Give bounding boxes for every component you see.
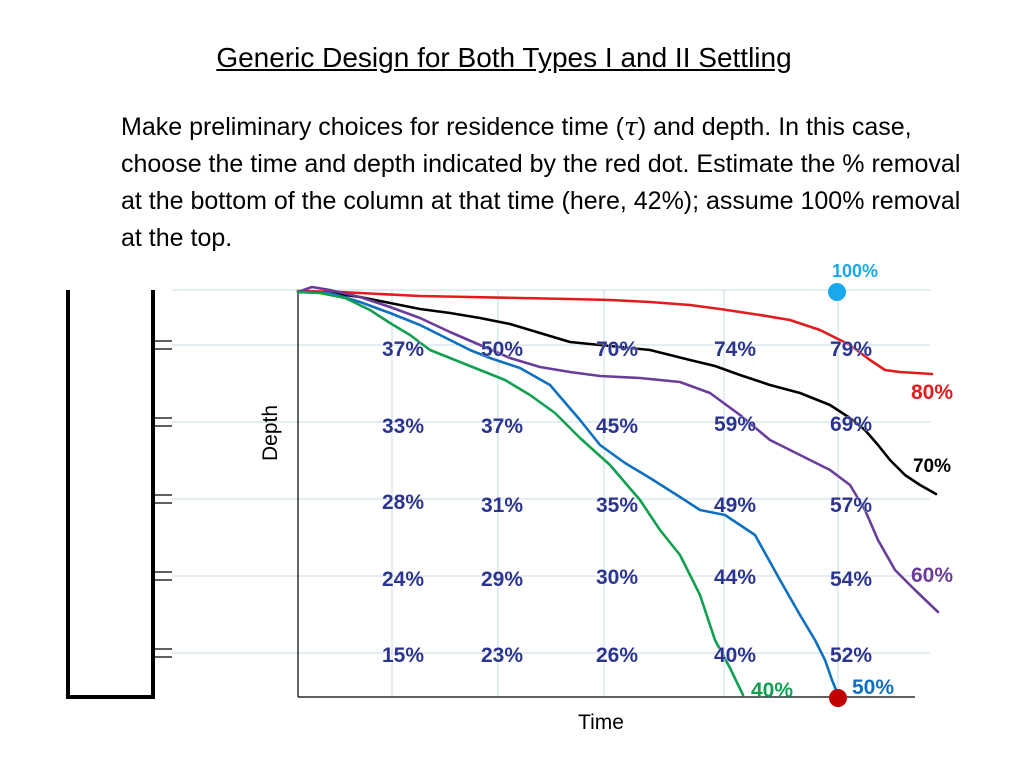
- grid-value: 37%: [481, 415, 523, 438]
- grid-value: 57%: [830, 494, 872, 517]
- grid-value: 70%: [596, 338, 638, 361]
- x-axis-label: Time: [578, 711, 624, 734]
- curve-40: [296, 290, 745, 697]
- grid-value: 44%: [714, 566, 756, 589]
- tau-symbol: τ: [623, 112, 638, 141]
- curve-labels: 100% 80% 70% 60% 50% 40%: [751, 261, 953, 702]
- grid-value: 26%: [596, 644, 638, 667]
- grid-value: 79%: [830, 338, 872, 361]
- grid-value: 30%: [596, 566, 638, 589]
- grid-value: 29%: [481, 568, 523, 591]
- grid-value: 15%: [382, 644, 424, 667]
- grid-value: 31%: [481, 494, 523, 517]
- grid-value: 50%: [481, 338, 523, 361]
- grid-value: 74%: [714, 338, 756, 361]
- curve-80: [296, 289, 934, 376]
- grid-value: 49%: [714, 494, 756, 517]
- curve-50: [296, 290, 840, 697]
- grid-value: 23%: [481, 644, 523, 667]
- description-text: Make preliminary choices for residence t…: [121, 108, 961, 257]
- grid-value: 40%: [714, 644, 756, 667]
- settling-column: [66, 290, 172, 699]
- grid-value: 45%: [596, 415, 638, 438]
- grid-value: 52%: [830, 644, 872, 667]
- grid-value: 24%: [382, 568, 424, 591]
- grid-value: 54%: [830, 568, 872, 591]
- grid-value: 28%: [382, 491, 424, 514]
- label-40: 40%: [751, 679, 793, 702]
- label-60: 60%: [911, 564, 953, 587]
- label-80: 80%: [911, 381, 953, 404]
- axes: [297, 290, 915, 698]
- page-title: Generic Design for Both Types I and II S…: [216, 42, 792, 73]
- top-dot: [828, 283, 846, 301]
- grid-value: 69%: [830, 413, 872, 436]
- description-part-1: Make preliminary choices for residence t…: [121, 113, 624, 141]
- label-100: 100%: [832, 261, 878, 281]
- y-axis-label: Depth: [259, 405, 282, 461]
- gridlines: [172, 289, 930, 697]
- description-part-2: ) and depth. In this case, choose the ti…: [121, 113, 961, 252]
- curve-60: [296, 285, 940, 614]
- grid-values: 37% 50% 70% 74% 79% 33% 37% 45% 59% 69% …: [382, 338, 873, 668]
- grid-value: 35%: [596, 494, 638, 517]
- grid-value: 33%: [382, 415, 424, 438]
- grid-value: 59%: [714, 413, 756, 436]
- curve-70: [296, 290, 938, 496]
- grid-value: 37%: [382, 338, 424, 361]
- sampling-ports: [155, 340, 172, 658]
- label-70: 70%: [913, 456, 951, 477]
- bottom-dot: [829, 689, 847, 707]
- label-50: 50%: [852, 676, 894, 699]
